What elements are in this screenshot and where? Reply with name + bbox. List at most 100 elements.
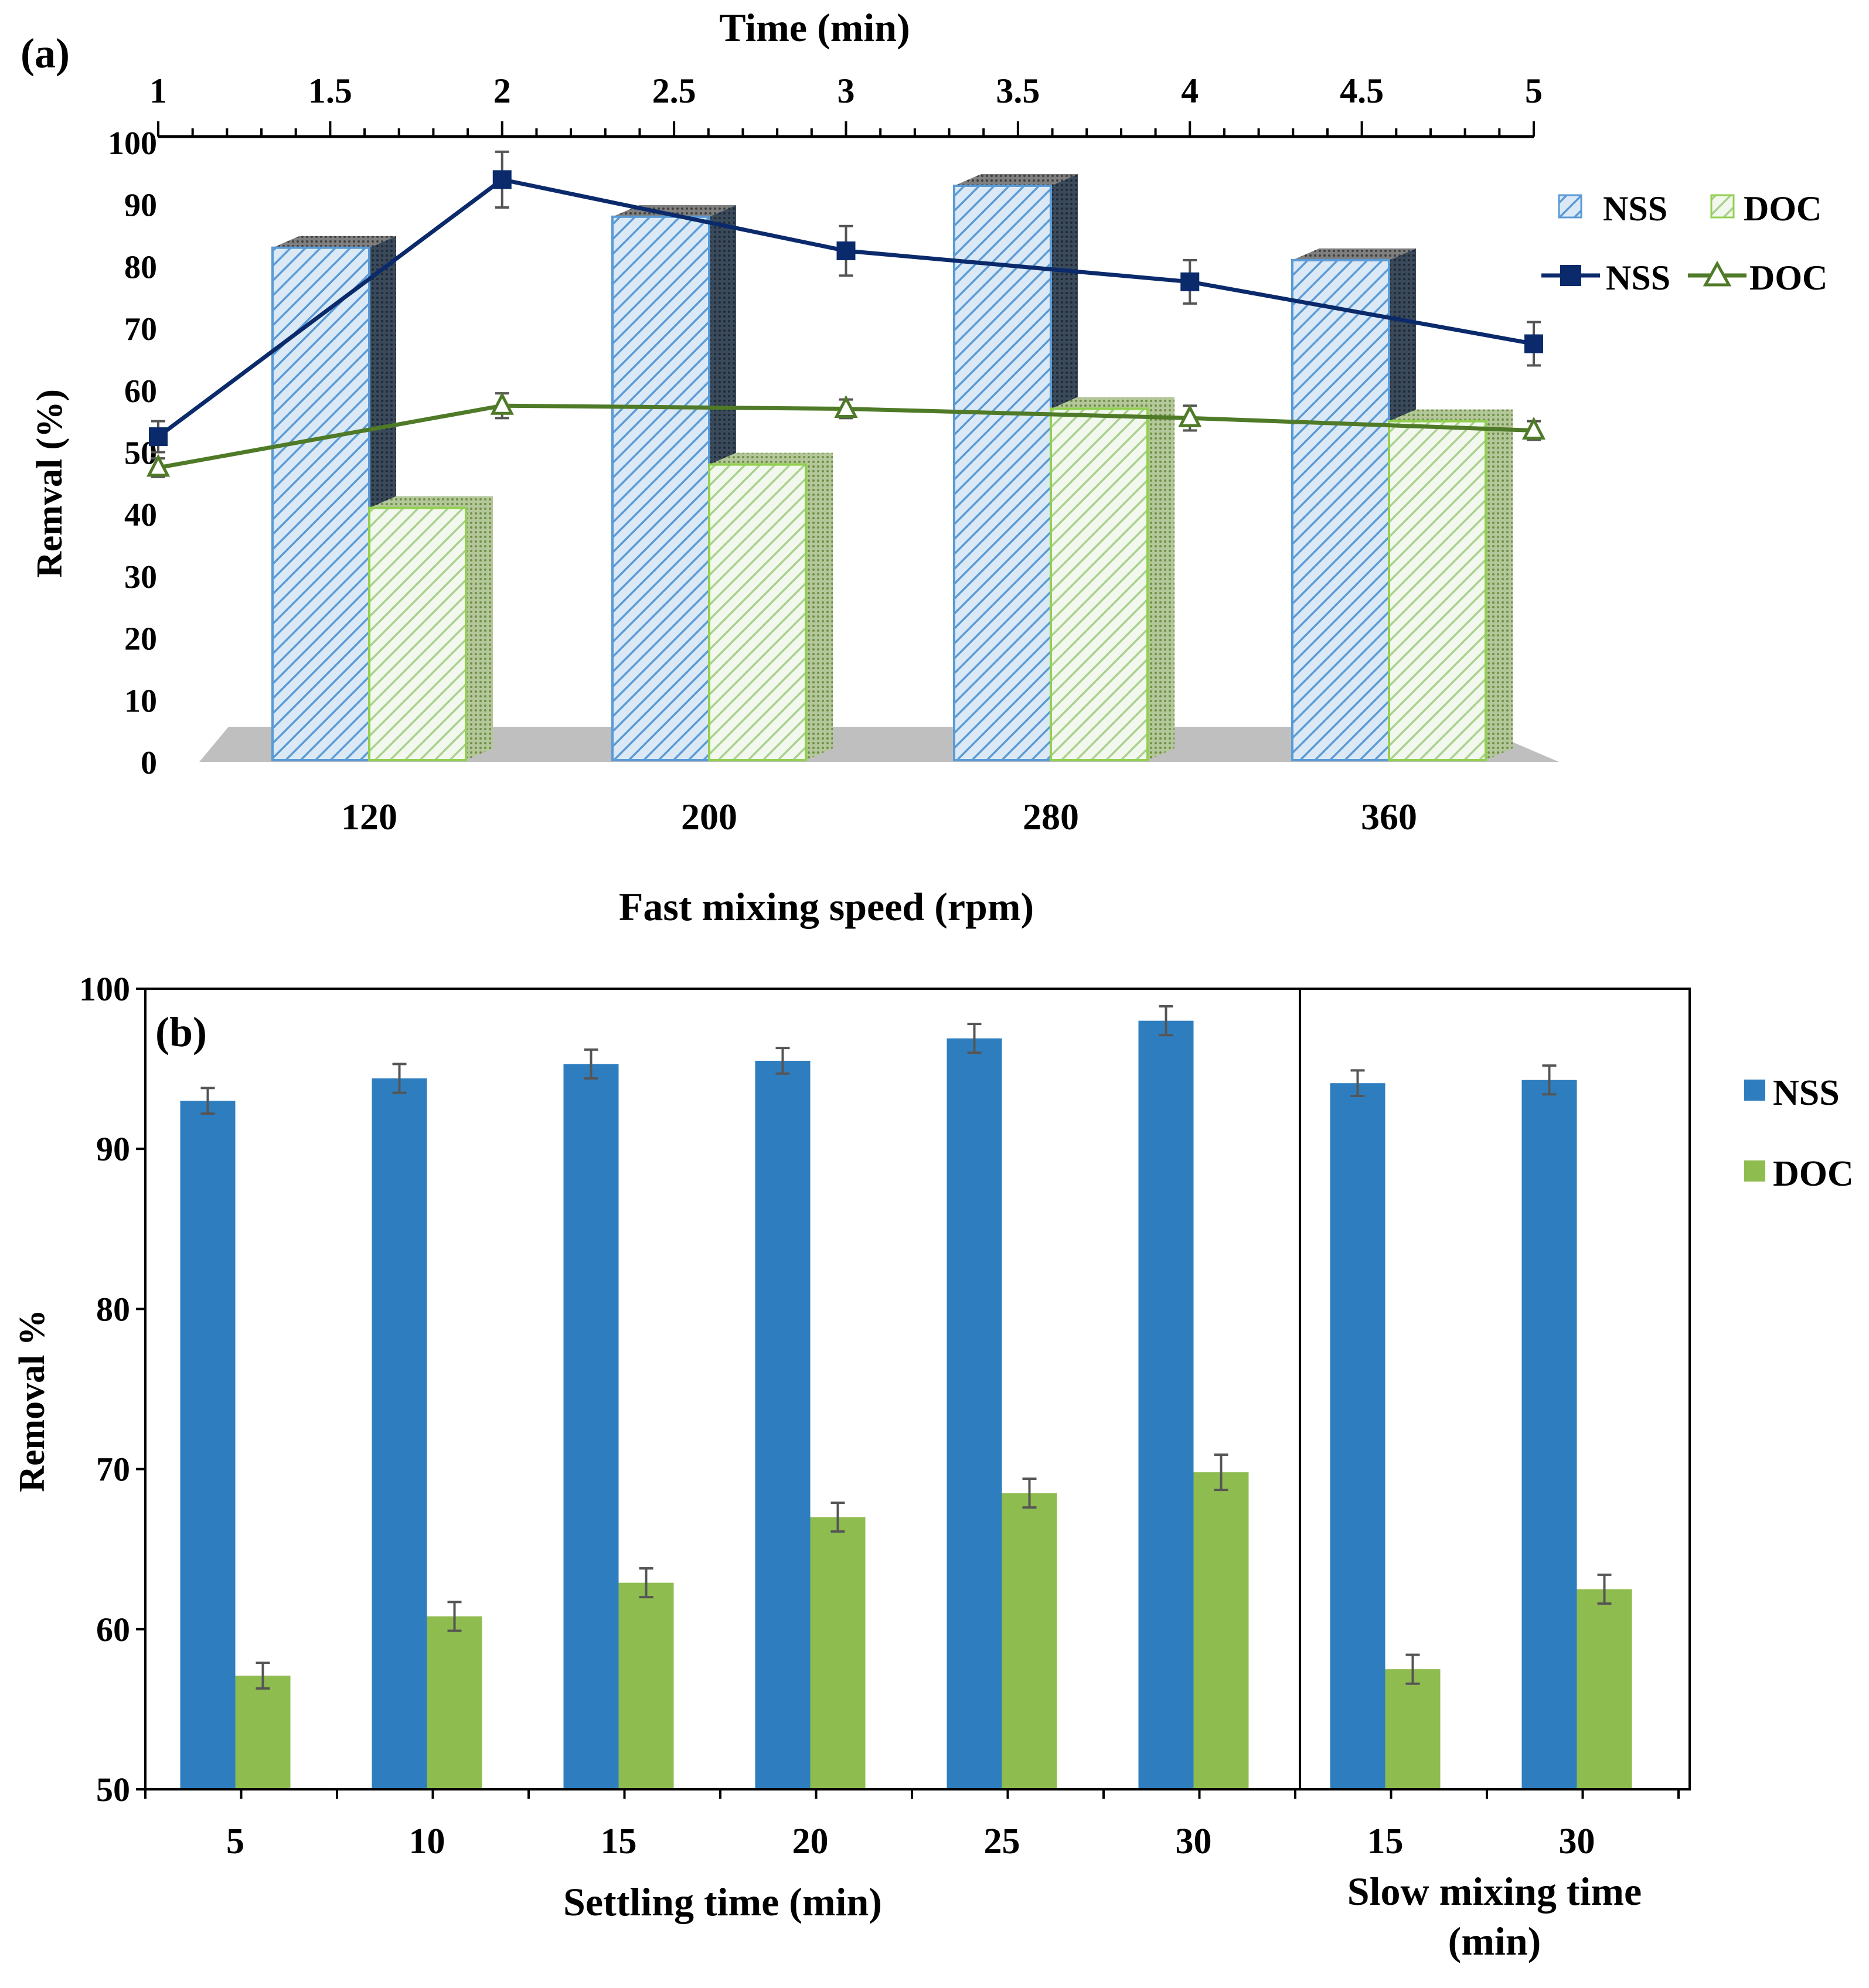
panel-b-x-axis-title-slow-mixing: Slow mixing time (min) (1347, 1869, 1642, 1963)
bar-b-nss-6 (1330, 1083, 1385, 1789)
bar-a-nss-280 (953, 184, 1052, 761)
bar-b-nss-7 (1521, 1080, 1577, 1789)
panel-a-top-axis: 1 1.5 2 2.5 3 3.5 4 4.5 5 (149, 72, 1543, 138)
bar-a-doc-120-top (369, 496, 493, 508)
panel-a-line-series (146, 150, 1546, 478)
legend-a-line-doc: DOC (1688, 258, 1827, 297)
point-a-nss (836, 241, 856, 260)
legend-a-bar-nss: NSS (1558, 189, 1667, 228)
panel-a-top-tick-label: 1.5 (308, 72, 352, 110)
panel-b-category-label: 10 (409, 1822, 445, 1861)
panel-a-bars (271, 173, 1513, 761)
bar-b-doc-1 (427, 1616, 482, 1789)
bar-a-nss-280-top (954, 173, 1078, 186)
panel-a-label: (a) (21, 30, 70, 77)
legend-a-line-doc-marker (1703, 260, 1732, 287)
bar-a-doc-200-side (806, 452, 833, 760)
bar-b-doc-6 (1385, 1669, 1441, 1789)
legend-a-bar-doc-label: DOC (1744, 189, 1822, 228)
panel-b-bars (180, 1005, 1632, 1789)
panel-a-top-axis-title: Time (min) (719, 5, 910, 50)
legend-b-nss: NSS (1744, 1073, 1840, 1113)
bar-b-doc-4 (1002, 1493, 1057, 1789)
bar-b-nss-1 (372, 1078, 427, 1789)
panel-a-y-tick-label: 30 (124, 559, 157, 595)
panel-b-y-tick-label: 90 (96, 1130, 130, 1168)
legend-a-line-nss-marker (1560, 265, 1581, 286)
panel-a-top-tick-label: 4 (1181, 72, 1199, 110)
bar-a-doc-280-side (1148, 397, 1174, 760)
bar-b-nss-0 (180, 1101, 236, 1789)
bar-a-nss-120 (271, 246, 370, 761)
bar-a-doc-360-top (1389, 409, 1513, 421)
panel-a-x-axis-title: Fast mixing speed (rpm) (619, 884, 1034, 929)
panel-a-y-tick-label: 20 (124, 621, 157, 658)
legend-b-doc-swatch (1744, 1160, 1765, 1182)
legend-a-line-nss-label: NSS (1606, 258, 1670, 297)
panel-b-x-axis-title-settling: Settling time (min) (563, 1880, 882, 1924)
bar-a-doc-200 (708, 463, 807, 761)
panel-b-category-label: 5 (226, 1822, 244, 1861)
panel-a-top-tick-label: 1 (149, 72, 167, 110)
bar-a-doc-360 (1388, 420, 1487, 761)
panel-b-y-axis: 50 60 70 80 90 100 (79, 970, 145, 1809)
legend-a-bar-nss-label: NSS (1603, 189, 1667, 228)
panel-a-y-tick-label: 40 (124, 497, 157, 533)
bar-a-nss-200 (611, 215, 710, 761)
panel-b-x-axis: 5 10 15 20 25 30 15 30 (144, 1788, 1690, 1861)
panel-b-y-axis-title: Removal % (12, 1309, 52, 1492)
bar-a-doc-120 (368, 506, 467, 761)
panel-b-category-label: 15 (601, 1822, 637, 1861)
legend-a-bar-doc: DOC (1710, 189, 1822, 228)
panel-b: (b) 50 60 70 80 90 100 Removal % 5 10 15 20 25 30 1… (12, 970, 1854, 1963)
panel-b-legend: NSS DOC (1744, 1073, 1854, 1194)
point-a-nss (1524, 334, 1543, 353)
panel-a-top-tick-label: 4.5 (1340, 72, 1384, 110)
panel-a-top-tick-label: 5 (1525, 72, 1543, 110)
legend-b-doc: DOC (1744, 1154, 1854, 1194)
panel-a-category-label: 280 (1023, 796, 1079, 838)
point-a-nss (492, 170, 512, 189)
panel-b-y-tick-label: 50 (96, 1771, 130, 1809)
panel-a-y-tick-label: 90 (124, 188, 157, 224)
panel-a-category-label: 360 (1361, 796, 1417, 838)
panel-a-y-axis-title: Remval (%) (30, 389, 70, 578)
bar-a-doc-200-top (709, 452, 833, 465)
bar-a-doc-280 (1050, 407, 1149, 761)
point-a-doc (146, 454, 171, 477)
point-a-doc (834, 395, 858, 418)
legend-b-nss-swatch (1744, 1080, 1765, 1101)
panel-b-y-tick-label: 60 (96, 1611, 130, 1649)
panel-b-category-label: 30 (1176, 1822, 1212, 1861)
point-a-doc (490, 392, 514, 415)
bar-b-nss-4 (947, 1038, 1002, 1789)
panel-b-category-label: 30 (1559, 1822, 1595, 1861)
bar-a-nss-360-top (1292, 248, 1416, 260)
bar-a-doc-120-side (466, 496, 493, 760)
point-a-doc (1521, 417, 1546, 440)
panel-a-top-tick-label: 3 (838, 72, 855, 110)
legend-b-nss-label: NSS (1773, 1073, 1840, 1113)
panel-a-category-labels: 120 200 280 360 (341, 796, 1417, 838)
panel-a-top-tick-label: 2 (493, 72, 511, 110)
panel-a-y-tick-label: 10 (124, 683, 157, 719)
bar-b-nss-5 (1138, 1020, 1194, 1789)
panel-a-y-tick-label: 70 (124, 311, 157, 348)
panel-b-y-tick-label: 70 (96, 1451, 130, 1489)
bar-a-nss-360 (1291, 258, 1390, 761)
panel-b-y-tick-label: 100 (79, 970, 130, 1008)
panel-b-y-tick-label: 80 (96, 1290, 130, 1328)
legend-a-line-doc-label: DOC (1749, 258, 1827, 297)
bar-b-doc-0 (235, 1676, 291, 1789)
bar-a-doc-360-side (1486, 409, 1513, 760)
bar-b-nss-3 (755, 1060, 811, 1789)
legend-a-line-nss: NSS (1541, 258, 1670, 297)
bar-b-doc-2 (618, 1582, 674, 1789)
panel-a-floor (199, 727, 1559, 762)
point-a-doc (1178, 404, 1202, 427)
legend-a-bar-nss-swatch (1558, 194, 1582, 219)
panel-b-label: (b) (155, 1009, 207, 1056)
legend-b-doc-label: DOC (1773, 1154, 1854, 1194)
